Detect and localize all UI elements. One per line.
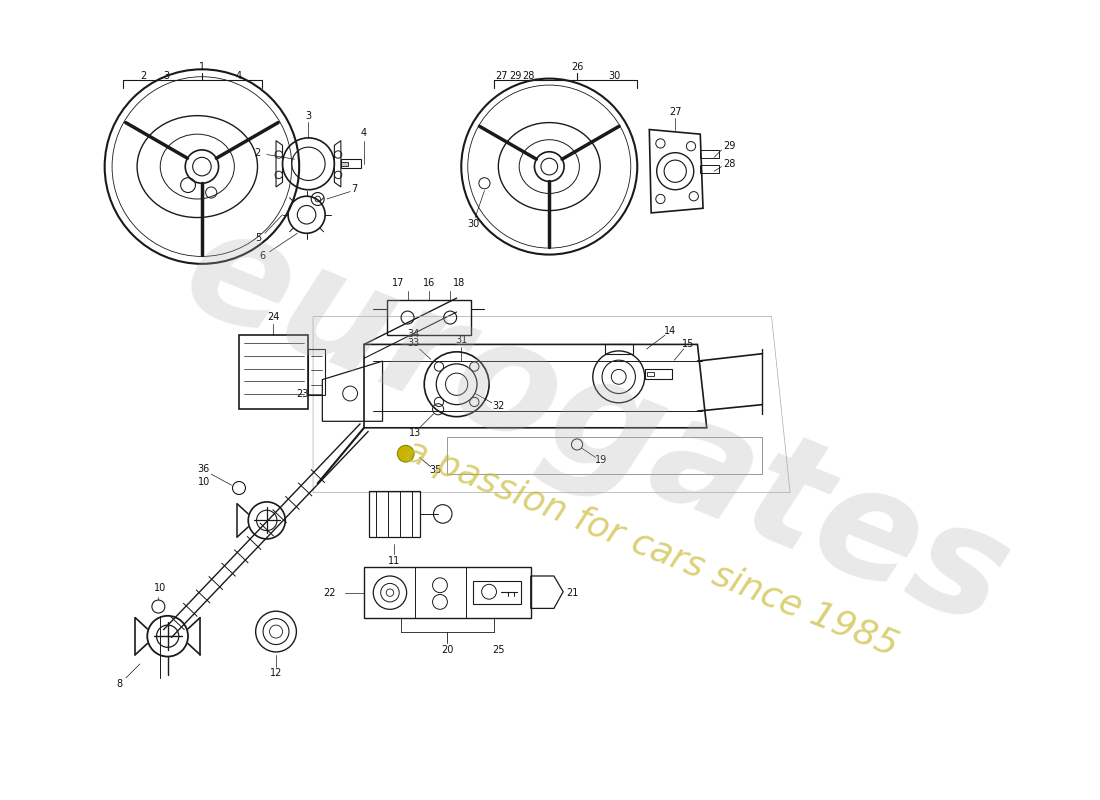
Text: 25: 25 bbox=[492, 645, 505, 655]
Circle shape bbox=[397, 446, 414, 462]
Text: 4: 4 bbox=[235, 71, 242, 81]
Text: 23: 23 bbox=[296, 389, 308, 398]
Text: 24: 24 bbox=[267, 312, 279, 322]
Bar bbox=[701, 150, 718, 158]
Text: 22: 22 bbox=[323, 588, 337, 598]
Text: a passion for cars since 1985: a passion for cars since 1985 bbox=[399, 434, 903, 663]
Text: 20: 20 bbox=[441, 645, 453, 655]
Text: 13: 13 bbox=[409, 428, 421, 438]
Text: 17: 17 bbox=[392, 278, 405, 288]
Text: 10: 10 bbox=[154, 583, 166, 593]
Bar bbox=[368, 490, 419, 537]
Text: 2: 2 bbox=[141, 71, 146, 81]
Bar bbox=[473, 581, 521, 604]
Bar bbox=[308, 349, 326, 395]
Text: 33: 33 bbox=[407, 338, 419, 349]
Text: 32: 32 bbox=[492, 401, 505, 410]
Text: 1: 1 bbox=[199, 62, 205, 73]
Text: 31: 31 bbox=[455, 334, 468, 345]
Text: 18: 18 bbox=[453, 278, 465, 288]
Text: 30: 30 bbox=[608, 71, 620, 81]
Text: 16: 16 bbox=[422, 278, 435, 288]
Text: 3: 3 bbox=[164, 71, 169, 81]
Bar bbox=[364, 566, 530, 618]
Text: 28: 28 bbox=[723, 159, 735, 169]
Text: 6: 6 bbox=[260, 250, 265, 261]
Bar bbox=[701, 165, 718, 173]
Bar bbox=[387, 300, 471, 335]
Text: 29: 29 bbox=[723, 142, 735, 151]
Bar bbox=[647, 372, 653, 376]
Bar bbox=[341, 159, 361, 169]
Text: 4: 4 bbox=[361, 128, 367, 138]
Text: 27: 27 bbox=[495, 71, 507, 81]
Text: 8: 8 bbox=[117, 679, 122, 690]
Text: 2: 2 bbox=[254, 148, 261, 158]
Text: 5: 5 bbox=[255, 233, 262, 243]
Bar bbox=[341, 162, 349, 166]
Text: 30: 30 bbox=[468, 219, 480, 229]
Text: 27: 27 bbox=[669, 107, 682, 117]
Text: 3: 3 bbox=[306, 110, 311, 121]
Text: 35: 35 bbox=[429, 466, 441, 475]
Text: 10: 10 bbox=[198, 477, 210, 486]
Text: 26: 26 bbox=[571, 62, 583, 71]
Text: eurogates: eurogates bbox=[163, 195, 1028, 660]
Bar bbox=[645, 370, 672, 378]
Text: 36: 36 bbox=[198, 465, 210, 474]
Text: 34: 34 bbox=[407, 330, 419, 339]
Text: 12: 12 bbox=[270, 668, 283, 678]
Bar bbox=[239, 335, 308, 410]
Text: 19: 19 bbox=[595, 455, 607, 466]
Text: 14: 14 bbox=[663, 326, 675, 335]
Text: 28: 28 bbox=[522, 71, 535, 81]
Bar bbox=[605, 345, 632, 354]
Text: 15: 15 bbox=[682, 339, 694, 350]
Text: 7: 7 bbox=[352, 184, 358, 194]
Text: 29: 29 bbox=[509, 71, 521, 81]
Text: 11: 11 bbox=[387, 556, 399, 566]
Text: 21: 21 bbox=[566, 588, 579, 598]
